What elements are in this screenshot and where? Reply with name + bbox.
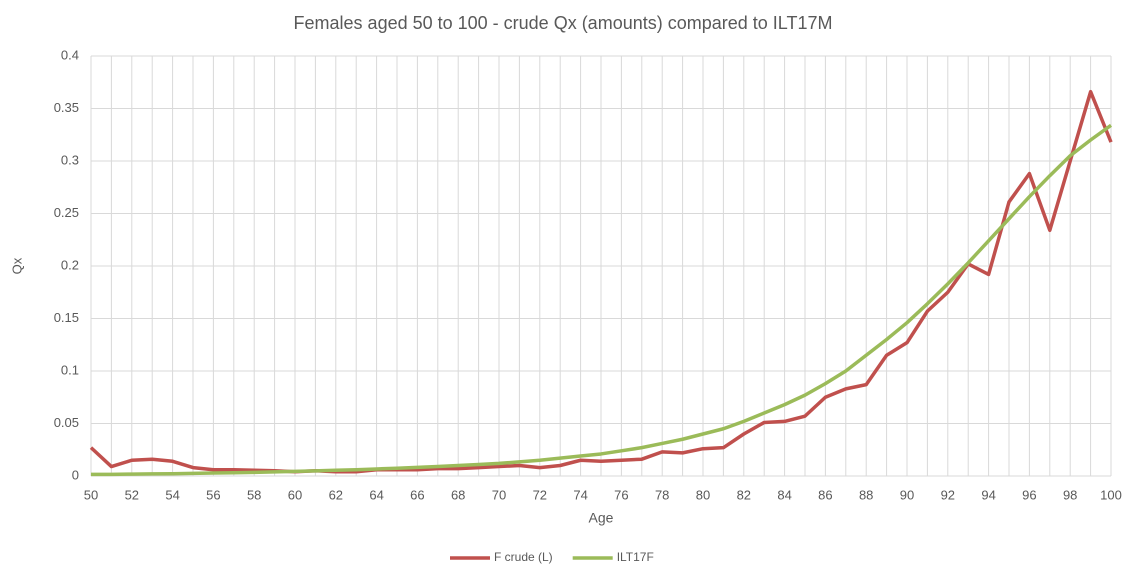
y-tick-label: 0.3 <box>61 152 79 167</box>
x-tick-label: 100 <box>1100 487 1122 502</box>
x-tick-label: 90 <box>900 487 914 502</box>
x-tick-label: 72 <box>533 487 547 502</box>
x-tick-label: 50 <box>84 487 98 502</box>
x-tick-label: 64 <box>369 487 383 502</box>
x-tick-label: 78 <box>655 487 669 502</box>
y-tick-label: 0.25 <box>54 205 79 220</box>
x-axis-label: Age <box>589 510 614 526</box>
x-tick-label: 60 <box>288 487 302 502</box>
y-tick-label: 0.05 <box>54 415 79 430</box>
x-tick-label: 88 <box>859 487 873 502</box>
x-tick-label: 56 <box>206 487 220 502</box>
x-tick-label: 86 <box>818 487 832 502</box>
x-tick-label: 62 <box>329 487 343 502</box>
x-tick-label: 84 <box>777 487 791 502</box>
x-tick-label: 94 <box>981 487 995 502</box>
chart-title: Females aged 50 to 100 - crude Qx (amoun… <box>294 13 833 33</box>
series-line <box>89 89 1113 474</box>
y-tick-label: 0 <box>72 467 79 482</box>
y-tick-label: 0.35 <box>54 100 79 115</box>
x-tick-label: 82 <box>737 487 751 502</box>
x-tick-label: 70 <box>492 487 506 502</box>
legend-label: ILT17F <box>617 550 654 564</box>
y-tick-label: 0.2 <box>61 257 79 272</box>
y-axis-label: Qx <box>9 257 24 274</box>
x-tick-label: 54 <box>165 487 179 502</box>
y-tick-label: 0.15 <box>54 310 79 325</box>
y-tick-label: 0.4 <box>61 47 79 62</box>
x-tick-label: 76 <box>614 487 628 502</box>
x-tick-label: 74 <box>573 487 587 502</box>
x-tick-label: 58 <box>247 487 261 502</box>
x-tick-label: 52 <box>125 487 139 502</box>
series-line <box>90 123 1113 477</box>
x-tick-label: 98 <box>1063 487 1077 502</box>
legend-label: F crude (L) <box>494 550 553 564</box>
x-tick-label: 68 <box>451 487 465 502</box>
x-tick-label: 80 <box>696 487 710 502</box>
x-tick-label: 66 <box>410 487 424 502</box>
y-tick-label: 0.1 <box>61 362 79 377</box>
x-tick-label: 96 <box>1022 487 1036 502</box>
x-tick-label: 92 <box>941 487 955 502</box>
